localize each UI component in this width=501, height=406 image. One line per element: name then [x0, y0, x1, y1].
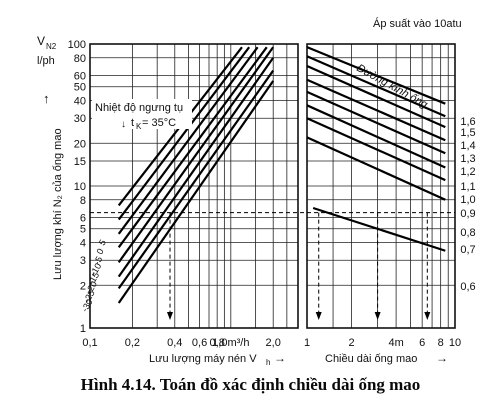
evaporator-temp-line: [117, 69, 275, 290]
annotation-line-1: Nhiệt độ ngưng tụ: [95, 102, 183, 114]
y-tick-label: 40: [74, 96, 86, 108]
series-label-left: -5: [92, 255, 105, 267]
diameter-label: 1,2: [460, 166, 475, 178]
x-tick-label-left: 0,6: [192, 337, 207, 349]
evaporator-temp-line: [117, 46, 275, 263]
y-tick-label: 5: [80, 224, 86, 236]
evaporator-temp-line: [117, 57, 275, 278]
diameter-label: 0,6: [460, 281, 475, 293]
y-tick-label: 30: [74, 113, 86, 125]
left-x-label-subscript: h: [266, 358, 270, 367]
evaporator-temp-line: [117, 46, 251, 221]
diameter-label: 0,7: [460, 244, 475, 256]
x-tick-label-right: 6: [419, 337, 425, 349]
y-tick-label: 80: [74, 53, 86, 65]
right-x-label: Chiều dài ống mao: [325, 353, 417, 365]
diameter-line: [306, 136, 446, 201]
series-label-left: 0: [95, 247, 106, 256]
annotation-pointer: ↓: [121, 119, 126, 130]
figure-caption: Hình 4.14. Toán đồ xác định chiều dài ốn…: [80, 375, 421, 394]
diameter-line: [312, 206, 446, 252]
y-tick-label: 10: [74, 181, 86, 193]
arrow-down-icon: [374, 312, 381, 320]
diameter-label: 1,6: [460, 116, 475, 128]
y-tick-label: 15: [74, 156, 86, 168]
diameter-label: 1,0: [460, 194, 475, 206]
y-tick-label: 3: [80, 255, 86, 267]
diameter-line: [306, 90, 446, 155]
annotation-box: [92, 99, 192, 129]
guide-layer: [90, 212, 455, 320]
y-axis-label: Lưu lượng khí N₂ của ống mao: [52, 128, 64, 280]
y-tick-label: 2: [80, 280, 86, 292]
diameter-line: [306, 64, 446, 129]
x-tick-label-left: 2,0: [266, 337, 281, 349]
arrow-down-icon: [167, 312, 174, 320]
x-tick-label-left: 0,1: [82, 337, 97, 349]
y-tick-label: 6: [80, 213, 86, 225]
evaporator-temp-line: [117, 46, 259, 235]
x-tick-label-right: 4m: [388, 337, 403, 349]
right-panel-title: Áp suất vào 10atu: [373, 17, 462, 30]
grid-layer: [89, 43, 456, 329]
y-axis-symbol-subscript: N2: [46, 42, 57, 51]
x-tick-label-left: 1,0m³/h: [212, 337, 249, 349]
diameter-line: [306, 78, 446, 142]
y-tick-label: 60: [74, 71, 86, 83]
x-tick-label-right: 1: [304, 337, 310, 349]
series-label-left: 5: [97, 238, 108, 247]
evaporator-temp-line: [117, 46, 268, 248]
diameter-line: [306, 104, 446, 169]
x-tick-label-right: 8: [438, 337, 444, 349]
diameter-line: [306, 55, 446, 118]
right-x-label-arrow: →: [436, 351, 448, 365]
annotation-line-2-rest: = 35°C: [142, 117, 176, 129]
x-tick-label-right: 2: [348, 337, 354, 349]
annotation-line-2-subscript: K: [136, 122, 142, 131]
x-tick-label-left: 0,2: [125, 337, 140, 349]
y-tick-label: 20: [74, 138, 86, 150]
y-tick-label: 100: [68, 39, 86, 51]
y-axis-symbol: V: [37, 34, 45, 48]
x-tick-label-left: 0,8: [210, 337, 225, 349]
diameter-line: [306, 46, 446, 105]
diameter-label: 0,9: [460, 208, 475, 220]
y-tick-label: 4: [80, 238, 86, 250]
annotation-line-2: t: [131, 117, 134, 129]
y-axis-arrow-up: ↑: [43, 91, 50, 106]
diameter-label: 0,8: [460, 227, 475, 239]
y-tick-label: 1: [80, 323, 86, 335]
diameter-label: 1,5: [460, 127, 475, 139]
left-x-label: Lưu lượng máy nén V: [149, 353, 257, 365]
x-tick-label-right: 10: [449, 337, 461, 349]
arrow-down-icon: [424, 312, 431, 320]
left-x-label-arrow: →: [274, 351, 286, 365]
diameter-label: 1,1: [460, 181, 475, 193]
x-tick-label-left: 0,4: [167, 337, 182, 349]
y-tick-label: 8: [80, 195, 86, 207]
y-axis-unit: l/ph: [37, 55, 55, 67]
evaporator-temp-line: [117, 80, 275, 304]
y-tick-label: 50: [74, 82, 86, 94]
right-plot-frame: [306, 43, 456, 329]
series-layer: [117, 46, 446, 304]
diameter-label: 1,3: [460, 153, 475, 165]
diameter-line: [306, 117, 446, 182]
diameter-label: 1,4: [460, 140, 475, 152]
arrow-down-icon: [315, 312, 322, 320]
left-plot-frame: [89, 43, 299, 329]
